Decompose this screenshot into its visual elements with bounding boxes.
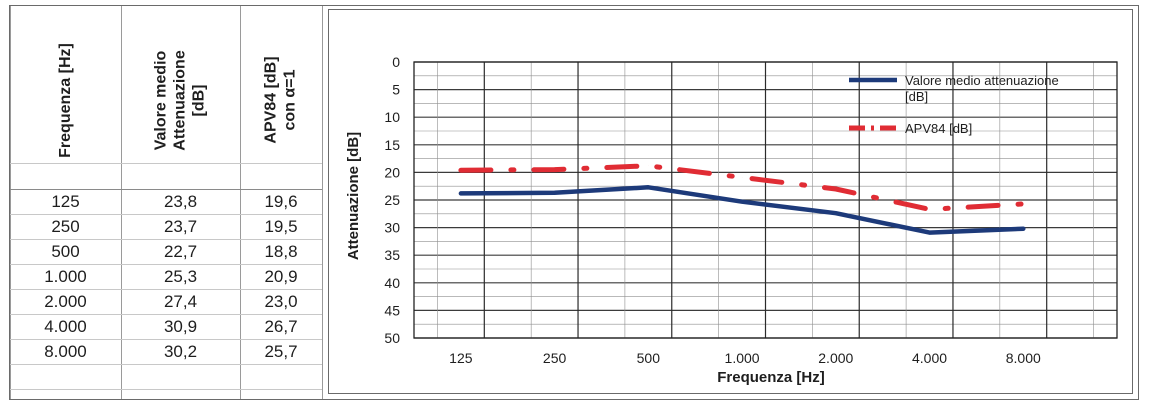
row-500-frequenza: 500: [51, 242, 80, 261]
y-tick-label: 5: [392, 82, 400, 98]
y-tick-label: 30: [384, 220, 400, 236]
row-8000-frequenza: 8.000: [44, 342, 87, 361]
row-2000-apv84: 23,0: [264, 292, 298, 311]
y-tick-label: 0: [392, 54, 400, 70]
x-tick-labels: 125 250 500 1.000 2.000 4.000 8.000: [449, 350, 1041, 366]
y-tick-label: 10: [384, 109, 400, 125]
row-8000-apv84: 25,7: [264, 342, 298, 361]
plot-area-border: [413, 61, 1118, 339]
chart-series: [458, 163, 1026, 235]
y-tick-label: 40: [384, 275, 400, 291]
chart-panel: 0 5 10 15 20 25 30 35 40 45 50 125 250 500 1.000 2.000…: [328, 9, 1133, 394]
x-tick-label: 250: [543, 350, 567, 366]
chart-legend: Valore medio attenuazione [dB] APV84 [dB]: [849, 73, 1059, 136]
row-125-frequenza: 125: [51, 192, 80, 211]
x-tick-label: 8.000: [1006, 350, 1041, 366]
y-tick-label: 35: [384, 247, 400, 263]
row-250-valore: 23,7: [163, 217, 198, 236]
row-1000-apv84: 20,9: [264, 267, 298, 286]
data-table: Frequenza [Hz] Valore medio Attenuazione…: [10, 6, 323, 399]
attenuation-chart: 0 5 10 15 20 25 30 35 40 45 50 125 250 500 1.000 2.000…: [345, 54, 1118, 386]
row-250-frequenza: 250: [51, 217, 80, 236]
x-axis-label: Frequenza [Hz]: [717, 369, 825, 386]
row-500-apv84: 18,8: [264, 242, 298, 261]
row-2000-frequenza: 2.000: [44, 292, 87, 311]
row-125-valore: 23,8: [163, 192, 198, 211]
row-4000-apv84: 26,7: [264, 317, 298, 336]
figure-frame: Frequenza [Hz] Valore medio Attenuazione…: [9, 5, 1139, 400]
row-2000-valore: 27,4: [163, 292, 198, 311]
x-tick-label: 2.000: [818, 350, 853, 366]
row-4000-frequenza: 4.000: [44, 317, 87, 336]
row-8000-valore: 30,2: [163, 342, 198, 361]
y-tick-label: 20: [384, 164, 400, 180]
y-tick-label: 25: [384, 192, 400, 208]
y-tick-label: 50: [384, 330, 400, 346]
y-tick-label: 15: [384, 137, 400, 153]
y-tick-label: 45: [384, 302, 400, 318]
y-tick-labels: 0 5 10 15 20 25 30 35 40 45 50: [384, 54, 400, 346]
row-500-valore: 22,7: [163, 242, 198, 261]
row-1000-valore: 25,3: [163, 267, 198, 286]
row-125-apv84: 19,6: [264, 192, 298, 211]
y-axis-label: Attenuazione [dB]: [345, 132, 362, 260]
row-250-apv84: 19,5: [264, 217, 298, 236]
series-line-valore-medio: [458, 185, 1026, 235]
legend-label-apv84: APV84 [dB]: [905, 121, 972, 136]
row-4000-valore: 30,9: [163, 317, 198, 336]
x-tick-label: 4.000: [912, 350, 947, 366]
legend-label-valore-medio: Valore medio attenuazione [dB]: [905, 73, 1059, 104]
x-tick-label: 500: [637, 350, 661, 366]
x-tick-label: 125: [449, 350, 473, 366]
chart-grid: [413, 61, 1118, 339]
x-tick-label: 1.000: [725, 350, 760, 366]
row-1000-frequenza: 1.000: [44, 267, 87, 286]
